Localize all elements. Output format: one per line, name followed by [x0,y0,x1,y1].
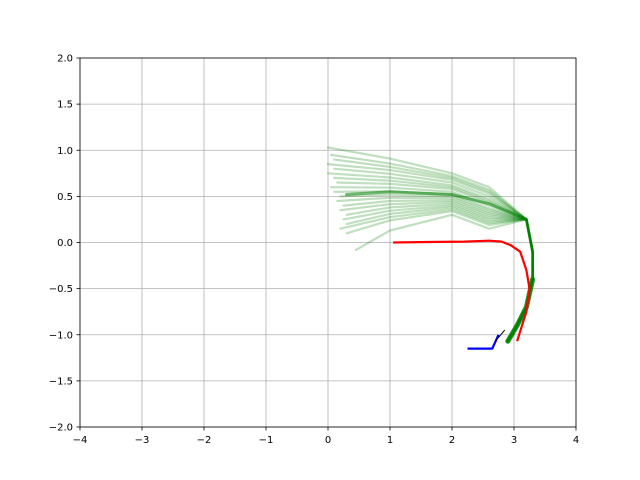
reference-path-line [393,239,531,342]
y-tick-label: 1.5 [57,100,73,111]
y-tick-label: 1.0 [57,146,73,157]
x-tick-label: 4 [573,435,579,446]
x-tick-label: −4 [73,435,88,446]
x-tick-label: 2 [449,435,455,446]
x-tick-label: 3 [511,435,517,446]
sample-trajectories [326,146,536,344]
y-tick-label: −1.0 [49,330,73,341]
x-tick-label: −1 [259,435,274,446]
reference-lines [393,239,531,350]
x-tick-label: 1 [387,435,393,446]
y-tick-label: 2.0 [57,54,73,65]
x-tick-label: −2 [197,435,212,446]
y-axis-ticks: −2.0 −1.5 −1.0 −0.5 0.0 0.5 1.0 1.5 2.0 [49,54,80,434]
y-tick-label: −0.5 [49,284,73,295]
y-tick-label: 0.0 [57,238,73,249]
heading-line [495,329,506,342]
x-tick-label: 0 [325,435,331,446]
y-tick-label: −2.0 [49,423,73,434]
x-axis-ticks: −4 −3 −2 −1 0 1 2 3 4 [73,427,579,446]
x-tick-label: −3 [135,435,150,446]
y-tick-label: 0.5 [57,192,73,203]
y-tick-label: −1.5 [49,376,73,387]
